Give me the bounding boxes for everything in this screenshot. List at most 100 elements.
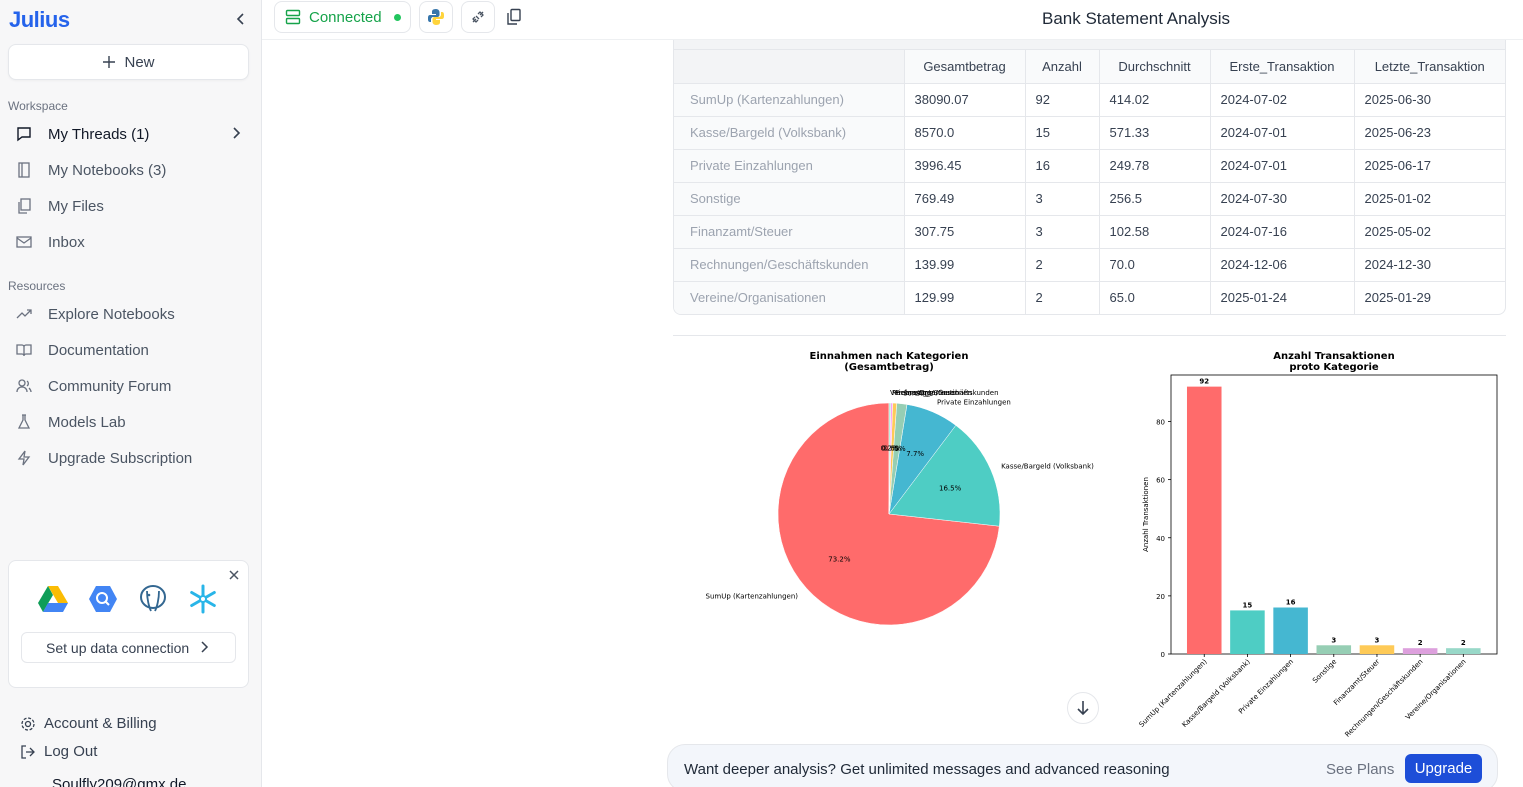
sidebar-item-label: My Notebooks (3)	[48, 161, 167, 179]
table-header-row: Gesamtbetrag Anzahl Durchschnitt Erste_T…	[674, 50, 1505, 84]
table-row: Private Einzahlungen 3996.45 16 249.78 2024-…	[674, 149, 1505, 183]
table-row-label: Finanzamt/Steuer	[674, 215, 905, 249]
setup-data-connection-button[interactable]: Set up data connection	[21, 632, 236, 663]
table-cell: 769.49	[904, 182, 1026, 216]
pie-pct-label: 7.7%	[906, 450, 924, 458]
collapse-sidebar-button[interactable]	[233, 10, 249, 28]
top-bar: Connected Bank Statement Analysis	[262, 0, 1523, 40]
charts-svg: Einnahmen nach Kategorien(Gesamtbetrag) 7…	[706, 351, 1498, 739]
google-drive-icon[interactable]	[37, 583, 69, 615]
table-cell: 2025-06-30	[1354, 83, 1505, 117]
sidebar-item-my-files[interactable]: My Files	[8, 192, 249, 220]
copy-button[interactable]	[506, 8, 522, 31]
sidebar-item-models-lab[interactable]: Models Lab	[8, 408, 249, 436]
bar-xtick-label: Rechnungen/Geschäftskunden	[1344, 658, 1425, 739]
table-cell: 2024-07-30	[1210, 182, 1355, 216]
logout-link[interactable]: Log Out	[20, 743, 97, 760]
arrow-down-icon	[1077, 701, 1089, 716]
upgrade-text: Want deeper analysis? Get unlimited mess…	[684, 761, 1170, 778]
bigquery-icon[interactable]	[87, 583, 119, 615]
pie-pct-label: 73.2%	[828, 555, 851, 563]
files-icon	[14, 196, 34, 216]
table-cell: 3	[1025, 215, 1100, 249]
sidebar-item-my-notebooks[interactable]: My Notebooks (3)	[8, 156, 249, 184]
close-icon[interactable]	[228, 569, 240, 581]
bolt-icon	[14, 448, 34, 468]
table-cell: 256.5	[1099, 182, 1211, 216]
upgrade-button[interactable]: Upgrade	[1405, 754, 1482, 783]
table-row-label: Private Einzahlungen	[674, 149, 905, 183]
table-cell: 2025-06-23	[1354, 116, 1505, 150]
bar-title-line: Anzahl Transaktionen	[1273, 351, 1394, 362]
table-header: Durchschnitt	[1099, 50, 1211, 84]
sidebar: Julius New Workspace My Threads (1) My N…	[0, 0, 262, 787]
sidebar-item-my-threads[interactable]: My Threads (1)	[8, 120, 249, 148]
table-row-label: SumUp (Kartenzahlungen)	[674, 83, 905, 117]
bar-ytick-label: 20	[1156, 593, 1165, 601]
chevron-right-icon	[233, 127, 241, 139]
connection-status-button[interactable]: Connected	[274, 1, 411, 33]
table-cell: 129.99	[904, 281, 1026, 314]
table-row-label: Kasse/Bargeld (Volksbank)	[674, 116, 905, 150]
bar-title-line: proto Kategorie	[1289, 362, 1379, 373]
chevron-left-icon	[236, 13, 244, 25]
gear-icon	[21, 716, 35, 731]
table-header: Letzte_Transaktion	[1354, 50, 1505, 84]
bar-value-label: 92	[1199, 378, 1209, 386]
new-thread-button[interactable]: New	[8, 44, 249, 80]
sidebar-item-documentation[interactable]: Documentation	[8, 336, 249, 364]
bar-value-label: 2	[1461, 639, 1466, 647]
table-cell: 2025-01-02	[1354, 182, 1505, 216]
table-row: Sonstige 769.49 3 256.5 2024-07-30 2025-01-02	[674, 182, 1505, 216]
table-cell: 307.75	[904, 215, 1026, 249]
postgresql-icon[interactable]	[137, 583, 169, 615]
bar-ytick-label: 80	[1156, 419, 1165, 427]
upgrade-banner: Want deeper analysis? Get unlimited mess…	[667, 744, 1498, 787]
bar	[1446, 648, 1481, 654]
sidebar-item-inbox[interactable]: Inbox	[8, 228, 249, 256]
copy-icon	[507, 8, 521, 25]
new-label: New	[124, 53, 155, 71]
pie-category-label: Rechnungen/Geschäftskunden	[892, 389, 999, 397]
data-connection-card: Set up data connection	[8, 560, 249, 688]
summary-table: Gesamtbetrag Anzahl Durchschnitt Erste_T…	[673, 40, 1506, 315]
bar-ytick-label: 60	[1156, 477, 1165, 485]
table-cell: 92	[1025, 83, 1100, 117]
python-runtime-button[interactable]	[419, 1, 453, 33]
setup-data-connection-label: Set up data connection	[46, 639, 190, 656]
python-icon	[428, 9, 444, 25]
table-header-index	[674, 50, 905, 84]
pie-pct-label: 1.5%	[888, 445, 906, 453]
sidebar-item-label: Models Lab	[48, 413, 126, 431]
sidebar-item-community-forum[interactable]: Community Forum	[8, 372, 249, 400]
table-cell: 16	[1025, 149, 1100, 183]
table-cell: 414.02	[1099, 83, 1211, 117]
users-icon	[14, 376, 34, 396]
table-row: SumUp (Kartenzahlungen) 38090.07 92 414.02 2…	[674, 83, 1505, 117]
book-icon	[14, 340, 34, 360]
disconnect-button[interactable]	[461, 1, 495, 33]
sidebar-item-upgrade-subscription[interactable]: Upgrade Subscription	[8, 444, 249, 472]
sidebar-item-explore-notebooks[interactable]: Explore Notebooks	[8, 300, 249, 328]
bar-ytick-label: 40	[1156, 535, 1165, 543]
mail-icon	[14, 232, 34, 252]
table-cell: 65.0	[1099, 281, 1211, 314]
bar	[1273, 607, 1308, 654]
account-billing-label: Account & Billing	[44, 715, 157, 732]
table-header: Gesamtbetrag	[904, 50, 1026, 84]
account-billing-link[interactable]: Account & Billing	[20, 715, 157, 732]
bar-xtick-label: Sonstige	[1311, 658, 1338, 685]
table-row-label: Sonstige	[674, 182, 905, 216]
snowflake-icon[interactable]	[187, 583, 219, 615]
sidebar-item-label: My Files	[48, 197, 104, 215]
scroll-down-button[interactable]	[1067, 692, 1099, 724]
see-plans-link[interactable]: See Plans	[1326, 761, 1395, 778]
table-cell: 2025-01-24	[1210, 281, 1355, 314]
sidebar-item-label: Documentation	[48, 341, 149, 359]
table-cell: 139.99	[904, 248, 1026, 282]
trend-icon	[14, 304, 34, 324]
pie-pct-label: 16.5%	[939, 485, 962, 493]
table-header: Erste_Transaktion	[1210, 50, 1355, 84]
julius-logo[interactable]: Julius	[9, 7, 70, 32]
bar-ylabel: Anzahl Transaktionen	[1142, 477, 1150, 552]
